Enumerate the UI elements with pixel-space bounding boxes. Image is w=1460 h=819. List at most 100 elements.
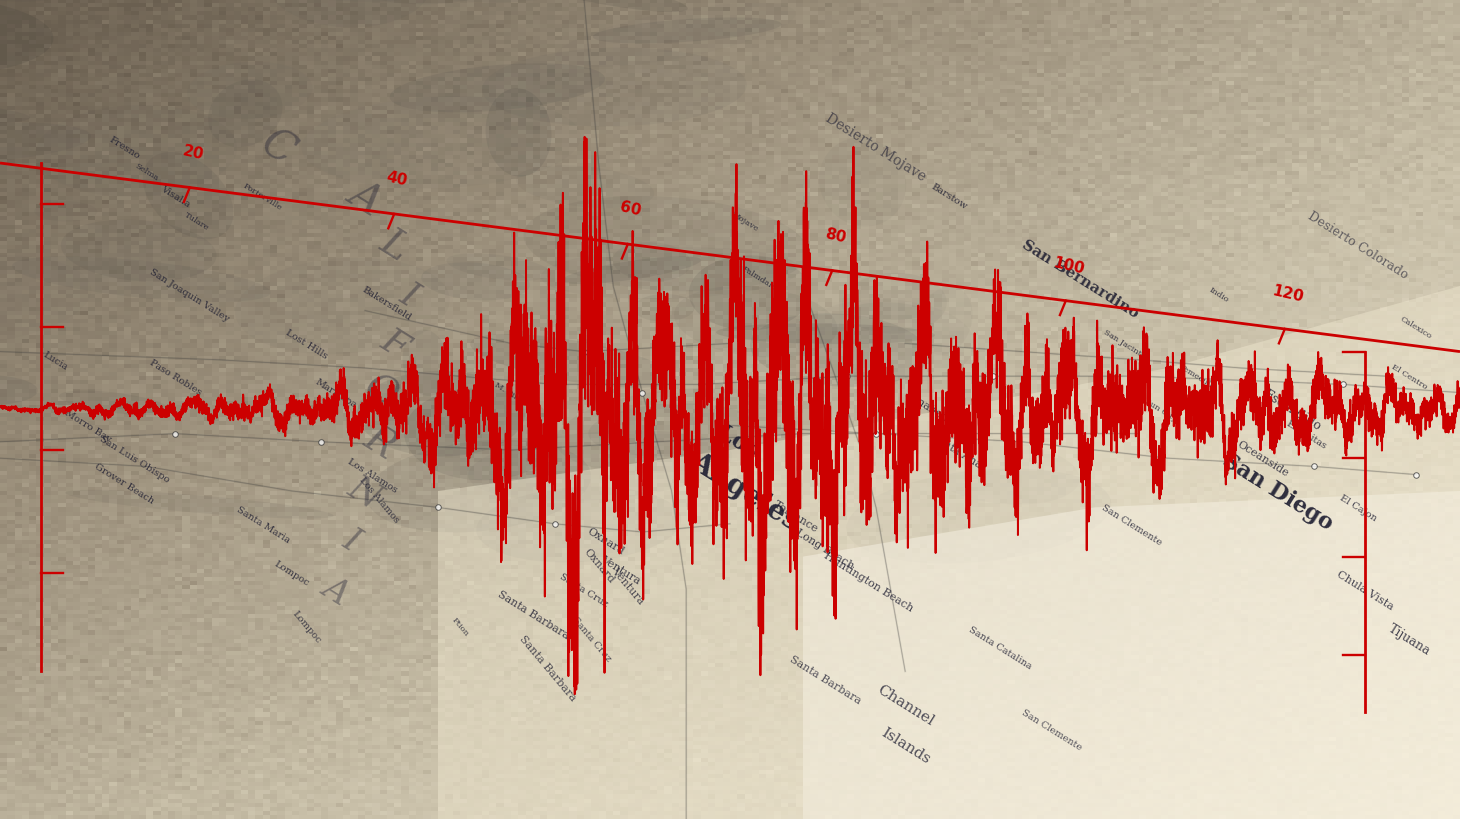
Ellipse shape [0,376,38,405]
Ellipse shape [851,303,926,320]
Text: San Joaquin Valley: San Joaquin Valley [149,267,231,323]
Text: Lost Hills: Lost Hills [285,328,328,360]
Text: Paso Robles: Paso Robles [147,357,203,396]
Text: Santa Catalina: Santa Catalina [967,624,1034,670]
Ellipse shape [715,324,934,345]
Text: Santa Ana: Santa Ana [929,431,984,470]
Text: Oxnard: Oxnard [581,546,616,584]
Ellipse shape [420,263,530,301]
Text: Ventura: Ventura [599,553,642,586]
Polygon shape [803,491,1460,819]
Ellipse shape [58,391,169,415]
Ellipse shape [0,0,54,77]
Text: 80: 80 [823,225,847,245]
Text: Palmdale: Palmdale [740,265,778,292]
Text: Lompoc: Lompoc [273,559,311,587]
Ellipse shape [447,254,550,282]
Ellipse shape [675,287,838,358]
Ellipse shape [588,404,756,457]
Text: Santa Barbara: Santa Barbara [787,654,863,706]
Text: Huntington Beach: Huntington Beach [822,550,915,613]
Text: Mojave: Mojave [730,210,759,233]
Ellipse shape [689,256,810,331]
Ellipse shape [143,153,234,240]
Text: 20: 20 [181,143,204,162]
Text: R: R [358,419,402,466]
Text: Los: Los [714,422,761,463]
Text: San Bernardino: San Bernardino [1019,237,1142,320]
Ellipse shape [842,274,946,334]
Text: 120: 120 [1270,283,1305,305]
Text: Calexico: Calexico [1399,314,1434,341]
Text: C: C [253,121,302,174]
Text: 100: 100 [1051,255,1086,276]
Ellipse shape [469,431,733,501]
Text: San Luis Obispo: San Luis Obispo [98,433,171,484]
Ellipse shape [634,295,695,322]
Ellipse shape [310,0,584,3]
Text: Morro Bay: Morro Bay [63,408,112,444]
Ellipse shape [556,388,799,473]
Text: Lucia: Lucia [41,350,70,371]
Text: Los Alamos: Los Alamos [346,456,399,494]
Ellipse shape [239,0,410,2]
Text: Desierto Mojave: Desierto Mojave [823,111,929,184]
Text: Oxnard: Oxnard [585,525,626,556]
Text: Los Alamos: Los Alamos [358,475,402,524]
Text: Long Beach: Long Beach [794,527,856,571]
Text: Ventura: Ventura [610,565,645,606]
Ellipse shape [524,197,807,292]
Text: Selma: Selma [133,161,159,183]
Ellipse shape [209,80,282,148]
Text: El Centro: El Centro [1390,363,1428,391]
Text: San Jacinto: San Jacinto [1102,328,1146,360]
Text: San Clemente: San Clemente [1019,707,1083,751]
Text: Desierto Colorado: Desierto Colorado [1305,210,1410,282]
Ellipse shape [61,220,216,282]
Ellipse shape [0,0,85,2]
Ellipse shape [593,18,781,44]
Text: Porterville: Porterville [242,182,283,211]
Text: M. Pinos: M. Pinos [493,380,529,406]
Text: Chula Vista: Chula Vista [1334,568,1396,611]
Ellipse shape [404,389,558,481]
Text: N: N [343,468,387,514]
Text: Sun City: Sun City [1143,396,1178,423]
Ellipse shape [482,48,746,127]
Text: El Cajon: El Cajon [1337,493,1378,523]
Text: Angeles: Angeles [685,447,804,536]
Ellipse shape [390,64,604,113]
Text: A: A [342,171,388,222]
Text: Santa Cruz: Santa Cruz [558,572,610,608]
Ellipse shape [66,491,333,519]
Ellipse shape [486,89,552,178]
Ellipse shape [0,123,91,165]
Ellipse shape [366,441,591,533]
Text: Lompoc: Lompoc [291,609,323,645]
Text: Escondido: Escondido [1261,387,1323,432]
Text: O: O [356,369,403,417]
Ellipse shape [847,469,1111,563]
Ellipse shape [562,257,701,285]
Text: Islands: Islands [877,725,933,766]
Text: Temecula: Temecula [1178,363,1216,391]
Ellipse shape [750,314,929,387]
Text: San Clemente: San Clemente [1099,502,1164,546]
Text: Anaheim: Anaheim [908,392,955,427]
Text: Indio: Indio [1207,286,1231,304]
Text: L: L [374,224,415,268]
Text: Bakersfield: Bakersfield [361,284,413,322]
Text: Maricopa: Maricopa [314,377,358,410]
Ellipse shape [476,487,682,563]
Text: Oceanside: Oceanside [1235,439,1291,478]
Text: Santa Cruz: Santa Cruz [571,615,612,663]
Ellipse shape [0,96,29,124]
Text: Santa Barbara: Santa Barbara [495,588,571,640]
Ellipse shape [510,0,688,13]
Text: Tijuana: Tijuana [1386,621,1432,657]
Text: F: F [375,323,413,365]
Text: I: I [336,523,365,558]
Ellipse shape [613,242,691,282]
Text: Torrance: Torrance [772,499,819,533]
Text: 40: 40 [385,169,409,188]
